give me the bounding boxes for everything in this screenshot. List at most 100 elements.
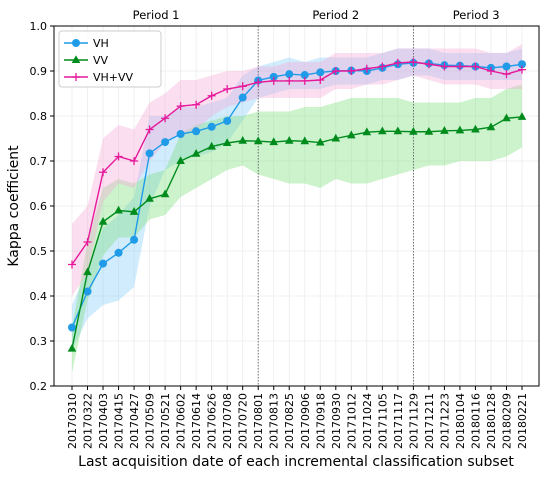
data-point — [161, 114, 170, 123]
x-tick-label: 20170614 — [190, 393, 203, 449]
y-tick-label: 1.0 — [30, 20, 48, 33]
data-point — [176, 156, 185, 164]
data-point — [424, 60, 433, 69]
data-point — [518, 65, 526, 74]
data-point — [285, 70, 294, 79]
data-point — [300, 136, 310, 145]
x-tick-label: 20170403 — [97, 393, 110, 449]
data-point — [409, 126, 418, 135]
line-layer — [67, 58, 527, 352]
y-tick-label: 0.9 — [30, 65, 48, 78]
x-tick-label: 20170813 — [268, 393, 281, 449]
data-point — [502, 62, 511, 71]
data-point — [378, 62, 387, 71]
x-tick-label: 20170322 — [82, 393, 95, 449]
period-label: Period 2 — [312, 8, 359, 22]
x-tick-label: 20180104 — [454, 393, 467, 449]
legend-box — [58, 30, 162, 88]
data-point — [300, 71, 309, 80]
x-tick-label: 20171129 — [407, 393, 420, 449]
x-tick-label: 20180221 — [516, 393, 529, 449]
x-tick-label: 20170801 — [252, 393, 265, 449]
data-point — [192, 100, 201, 109]
period-layer: Period 1 Period 2 Period 3 — [133, 8, 500, 386]
y-tick-label: 0.8 — [30, 110, 48, 123]
x-tick-label: 20170626 — [206, 393, 219, 449]
data-point — [518, 60, 526, 69]
data-point — [83, 238, 92, 246]
data-point — [176, 130, 185, 138]
data-point — [129, 207, 139, 215]
data-point — [161, 138, 170, 147]
data-point — [269, 72, 278, 81]
data-point — [222, 138, 232, 146]
data-point — [471, 124, 480, 133]
y-tick-label: 0.6 — [30, 200, 48, 213]
confidence-band — [72, 48, 522, 350]
x-tick-label: 20170602 — [175, 393, 188, 449]
data-point — [99, 259, 108, 268]
data-point — [517, 112, 527, 120]
data-point — [455, 125, 465, 134]
confidence-band — [72, 84, 522, 373]
data-point — [502, 70, 511, 79]
x-tick-label: 20170918 — [314, 393, 327, 449]
legend: VH VV VH+VV — [58, 30, 162, 88]
x-tick-label: 20180209 — [500, 393, 513, 449]
data-point — [502, 113, 511, 122]
y-tick-label: 0.2 — [30, 380, 48, 393]
data-point — [176, 102, 185, 111]
data-point — [83, 287, 92, 296]
x-tick-label: 20171024 — [361, 393, 374, 449]
data-point — [238, 82, 247, 91]
x-tick-label: 20170825 — [283, 393, 296, 449]
y-axis-label: Kappa coefficient — [6, 145, 22, 267]
data-point — [71, 55, 81, 63]
data-point — [114, 205, 123, 214]
period-label: Period 3 — [453, 8, 500, 22]
x-tick-label: 20170930 — [330, 393, 343, 449]
data-point — [486, 67, 495, 75]
x-tick-label: 20170906 — [299, 393, 312, 449]
data-point — [315, 137, 325, 146]
x-tick-label: 20170310 — [66, 393, 79, 449]
x-tick-label: 20170509 — [144, 393, 157, 449]
data-point — [145, 194, 154, 202]
data-point — [223, 85, 232, 93]
data-point — [331, 133, 341, 142]
data-point — [145, 149, 154, 158]
data-point — [99, 168, 108, 177]
x-tick-label: 20170708 — [221, 393, 234, 449]
y-tick-label: 0.5 — [30, 245, 48, 258]
x-tick-label: 20170415 — [113, 393, 126, 449]
data-point — [207, 141, 216, 150]
data-point — [192, 127, 201, 136]
x-tick-label: 20171211 — [423, 393, 436, 449]
data-point — [130, 157, 139, 165]
data-point — [331, 67, 340, 75]
data-point — [285, 76, 294, 85]
data-point — [72, 73, 80, 81]
data-point — [207, 91, 216, 100]
x-tick-label: 20171117 — [392, 393, 405, 449]
data-point — [238, 135, 247, 144]
data-point — [254, 78, 263, 87]
data-point — [347, 67, 356, 75]
data-point — [362, 127, 372, 136]
data-point — [378, 126, 387, 135]
data-point — [440, 126, 449, 134]
x-axis-label: Last acquisition date of each incrementa… — [78, 454, 514, 470]
data-point — [68, 260, 76, 269]
data-point — [393, 58, 402, 67]
x-tick-label: 20171223 — [438, 393, 451, 449]
data-point — [145, 125, 154, 134]
data-point — [424, 126, 434, 135]
data-point — [160, 189, 170, 198]
data-point — [68, 323, 76, 332]
data-point — [486, 122, 496, 131]
data-point — [67, 343, 77, 352]
confidence-band — [72, 44, 522, 296]
